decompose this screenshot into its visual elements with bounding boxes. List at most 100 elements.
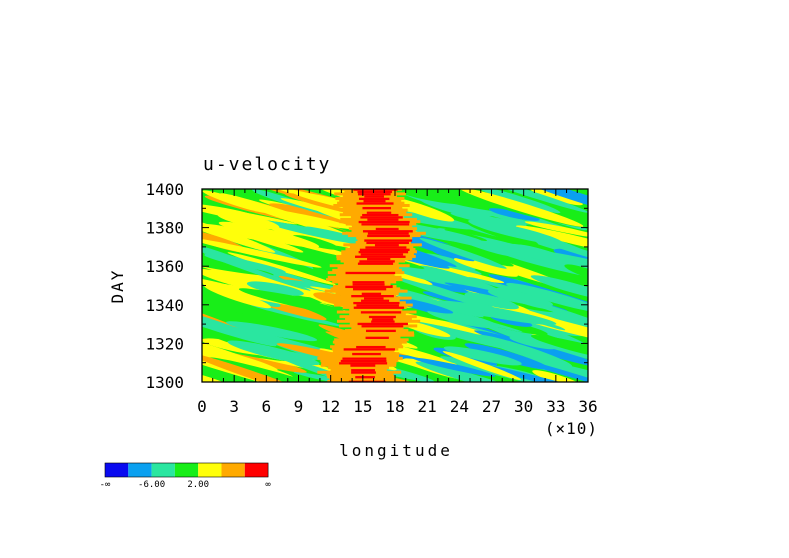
heatmap-band-red xyxy=(343,347,395,351)
heatmap-streak xyxy=(515,296,588,333)
colorbar-swatch xyxy=(128,463,152,477)
heatmap-streak xyxy=(474,330,588,370)
heatmap-streak xyxy=(434,325,485,343)
y-tick-labels: 1300 1320 1340 1360 1380 1400 xyxy=(145,180,184,392)
heatmap-band-orange xyxy=(339,208,408,212)
heatmap-band-red xyxy=(375,227,399,231)
heatmap-streak xyxy=(515,225,588,255)
heatmap-band-red xyxy=(358,250,409,254)
heatmap-streak xyxy=(208,357,340,382)
heatmap-band-red xyxy=(359,247,410,251)
colorbar-labels: -∞ -6.00 2.00 ∞ xyxy=(100,480,272,490)
heatmap-streak xyxy=(509,336,556,350)
heatmap-band-red xyxy=(364,238,413,242)
x-ticks xyxy=(201,189,589,382)
heatmap-streak xyxy=(259,220,381,248)
heatmap-band-red xyxy=(352,282,385,286)
heatmap-band-red xyxy=(360,252,404,256)
heatmap-band-red xyxy=(345,285,393,289)
x-tick-label: 30 xyxy=(514,397,533,416)
colorbar-label: -6.00 xyxy=(138,480,165,490)
heatmap-band-red xyxy=(366,210,392,214)
heatmap-field xyxy=(202,189,588,382)
heatmap-band-red xyxy=(365,245,407,249)
heatmap-streak xyxy=(530,275,588,301)
heatmap-band-orange xyxy=(332,340,407,344)
heatmap-streak xyxy=(476,189,561,214)
heatmap-band-orange xyxy=(329,264,410,268)
y-ticks xyxy=(202,188,588,383)
heatmap-streak xyxy=(204,284,272,309)
heatmap-streak xyxy=(227,340,320,366)
heatmap-band-red xyxy=(351,370,376,374)
heatmap-streak xyxy=(244,289,321,304)
heatmap-band-red xyxy=(363,199,386,203)
heatmap-band-red xyxy=(351,294,394,298)
heatmap-band-orange xyxy=(327,275,402,279)
heatmap-streak xyxy=(217,212,280,230)
heatmap-band-orange xyxy=(336,273,395,277)
heatmap-streak xyxy=(435,300,557,325)
heatmap-band-red xyxy=(357,192,391,196)
heatmap-band-red xyxy=(362,213,399,217)
heatmap-band-red xyxy=(363,296,384,300)
heatmap-streak xyxy=(415,361,529,382)
heatmap-band-orange xyxy=(326,373,394,377)
heatmap-band-red xyxy=(353,287,387,291)
colorbar-swatch xyxy=(221,463,245,477)
heatmap-streak xyxy=(463,189,588,213)
heatmap-streak xyxy=(448,201,540,227)
heatmap-streak xyxy=(202,340,293,377)
heatmap-streak xyxy=(529,189,583,206)
heatmap-streak xyxy=(202,237,322,268)
heatmap-band-red xyxy=(362,229,413,233)
heatmap-band-red xyxy=(345,271,396,275)
colorbar-frame xyxy=(104,462,269,478)
heatmap-band-red xyxy=(360,310,402,314)
heatmap-band-orange xyxy=(323,354,400,358)
heatmap-streak xyxy=(507,247,588,275)
heatmap-band-red xyxy=(352,280,385,284)
heatmap-band-red xyxy=(352,352,381,356)
heatmap-band-red xyxy=(348,380,386,382)
heatmap-band-red xyxy=(358,220,410,224)
heatmap-band-orange xyxy=(356,236,413,240)
heatmap-streak xyxy=(230,354,278,371)
heatmap-band-red xyxy=(361,291,382,295)
heatmap-band-orange xyxy=(332,349,395,353)
heatmap-band-red xyxy=(351,368,375,372)
y-tick-label: 1380 xyxy=(145,219,184,238)
heatmap-band-orange xyxy=(337,266,400,270)
x-tick-label: 24 xyxy=(450,397,469,416)
x-tick-labels: 0 3 6 9 12 15 18 21 24 27 30 33 36 xyxy=(197,397,597,416)
heatmap-band-red xyxy=(361,222,410,226)
heatmap-streak xyxy=(453,257,518,277)
heatmap-streak xyxy=(553,248,588,266)
heatmap-band-orange xyxy=(351,224,413,228)
colorbar-swatch xyxy=(198,463,222,477)
heatmap-band-orange xyxy=(326,278,403,282)
heatmap-streak xyxy=(202,199,298,225)
heatmap-streak xyxy=(459,189,584,227)
heatmap-streak xyxy=(532,370,586,382)
heatmap-band-red xyxy=(367,217,399,221)
heatmap-streak xyxy=(412,357,496,377)
heatmap-streak xyxy=(464,292,519,310)
heatmap-band-red xyxy=(362,206,391,210)
colorbar-swatch xyxy=(174,463,199,477)
heatmap-band-red xyxy=(371,319,395,323)
heatmap-band-orange xyxy=(351,326,404,330)
heatmap-streak xyxy=(225,321,318,342)
heatmap-streak xyxy=(471,362,588,382)
y-tick-label: 1400 xyxy=(145,180,184,199)
x-tick-label: 0 xyxy=(197,397,207,416)
heatmap-band-orange xyxy=(334,333,415,337)
heatmap-streak xyxy=(423,280,468,293)
heatmap-streak xyxy=(246,281,304,296)
x-scale-note: (×10) xyxy=(545,419,598,438)
heatmap-band-red xyxy=(358,197,390,201)
heatmap-band-red xyxy=(367,231,409,235)
x-tick-label: 6 xyxy=(262,397,272,416)
heatmap-streak xyxy=(259,208,358,230)
heatmap-band-orange xyxy=(349,312,406,316)
